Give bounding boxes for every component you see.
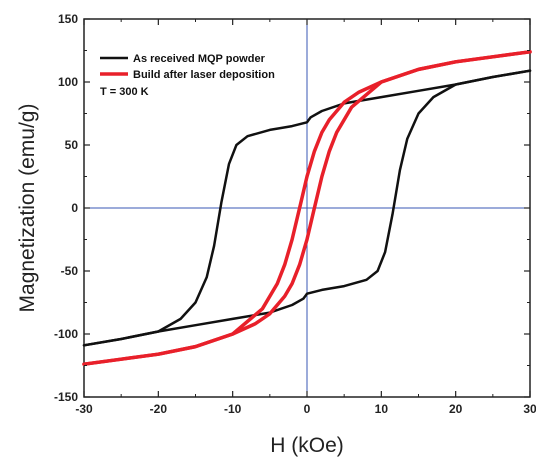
x-tick-label: -20 (150, 402, 168, 416)
series-1-ascending-branch (82, 69, 532, 347)
y-tick-label: -150 (54, 390, 78, 404)
x-tick-label: 0 (304, 402, 311, 416)
axis-ticks (83, 18, 531, 398)
x-tick-label: -30 (75, 402, 93, 416)
legend-label-series-1: As received MQP powder (133, 53, 266, 65)
x-tick-label: 30 (523, 402, 536, 416)
x-tick-label: -10 (224, 402, 242, 416)
series-2-ascending-branch (82, 50, 532, 366)
y-tick-label: -50 (61, 264, 79, 278)
y-axis-title: Magnetization (emu/g) (16, 104, 39, 313)
temperature-annotation: T = 300 K (100, 86, 149, 98)
y-tick-label: -100 (54, 327, 78, 341)
legend: As received MQP powder Build after laser… (100, 53, 275, 98)
x-tick-label: 20 (449, 402, 463, 416)
y-tick-label: 0 (71, 201, 78, 215)
x-tick-label: 10 (375, 402, 389, 416)
legend-label-series-2: Build after laser deposition (133, 69, 275, 81)
zero-lines (84, 19, 530, 397)
series-1-descending-branch (82, 69, 532, 347)
curves (82, 50, 532, 366)
y-tick-label: 150 (58, 12, 78, 26)
y-tick-label: 50 (65, 138, 79, 152)
x-axis-title: H (kOe) (270, 434, 344, 457)
y-tick-label: 100 (58, 75, 78, 89)
